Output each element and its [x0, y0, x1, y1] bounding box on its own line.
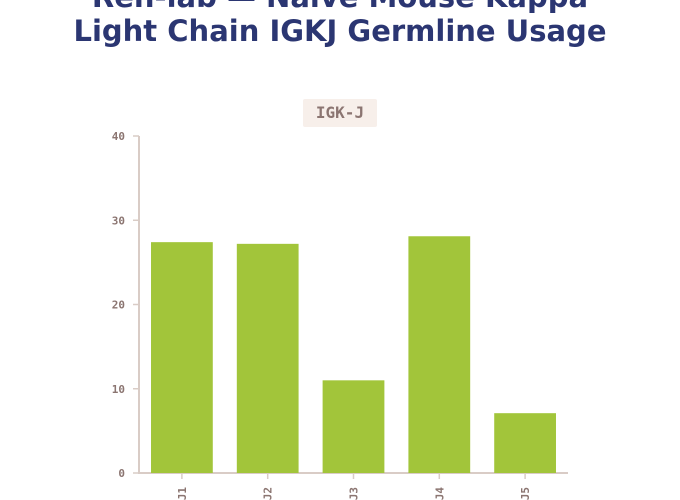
x-tick-label: J4 [433, 487, 446, 500]
chart-title-line-2: Light Chain IGKJ Germline Usage [73, 14, 607, 48]
y-tick-label: 30 [112, 214, 125, 227]
y-tick-label: 40 [112, 130, 125, 143]
bar [151, 242, 213, 473]
panel-label-background [303, 99, 377, 127]
x-tick-label: J2 [262, 487, 275, 500]
panel-label: IGK-J [316, 103, 364, 122]
bar [408, 236, 471, 473]
x-tick-label: J5 [519, 487, 532, 500]
y-axis: 0 10 20 30 40 [112, 130, 140, 480]
x-tick-label: J1 [176, 487, 189, 500]
y-tick-label: 20 [112, 299, 125, 312]
x-axis: J1 J2 J3 J4 J5 [138, 472, 568, 500]
chart-title-line-1: Ren-lab — Naïve Mouse Kappa [0, 0, 680, 16]
y-tick-label: 0 [118, 467, 125, 480]
bar [494, 413, 556, 473]
y-tick-label: 10 [112, 383, 125, 396]
bar [322, 380, 385, 473]
x-tick-label: J3 [348, 487, 361, 500]
bar [236, 243, 299, 473]
bars-group [151, 236, 556, 473]
